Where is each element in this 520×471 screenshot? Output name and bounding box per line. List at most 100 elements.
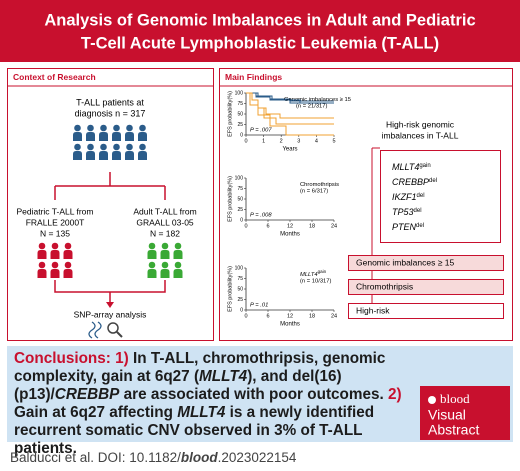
person-head (161, 242, 169, 250)
person-body (86, 151, 95, 160)
person-body (160, 250, 170, 259)
text: blood (180, 450, 218, 465)
person-body (50, 269, 60, 278)
tree-lines (54, 172, 166, 200)
text: are associated with poor outcomes. (119, 386, 389, 403)
gene-sup: del (416, 223, 424, 229)
person-body (73, 151, 82, 160)
x-tick-label: 0 (244, 223, 247, 229)
legend-label: Genomic imbalances ≥ 15 (284, 97, 351, 103)
person-head (126, 124, 133, 132)
logo-box (420, 386, 510, 440)
label: Pediatric T-ALL from (16, 206, 93, 216)
label: Chromothripsis (356, 281, 413, 291)
person-head (161, 261, 169, 269)
y-tick-label: 25 (237, 207, 243, 213)
person-body (112, 132, 121, 141)
person-head (51, 242, 59, 250)
gene-name: IKZF1 (392, 192, 417, 202)
text: .2023022154 (217, 450, 297, 465)
dna-icon (88, 321, 123, 339)
p-value: P = .01 (250, 303, 268, 309)
logo-text: Abstract (428, 422, 479, 438)
label: Adult T-ALL from (133, 206, 196, 216)
text: CREBBP (54, 386, 120, 403)
person-body (147, 269, 157, 278)
x-tick-label: 6 (266, 313, 269, 319)
person-head (139, 143, 146, 151)
person-head (126, 143, 133, 151)
x-axis-label: Months (280, 232, 300, 238)
text: Gain at 6q27 affecting (14, 404, 178, 421)
text: ), and del(16)(p13)/ (14, 368, 342, 403)
label: Genomic imbalances ≥ 15 (356, 257, 454, 267)
label: FRALLE 2000T (26, 217, 85, 227)
person-head (113, 143, 120, 151)
y-tick-label: 25 (237, 297, 243, 303)
x-tick-label: 12 (287, 223, 293, 229)
person-body (173, 250, 183, 259)
label: diagnosis n = 317 (75, 108, 146, 118)
gene-name: PTEN (392, 222, 417, 232)
x-axis-label: Months (280, 322, 300, 328)
criterion-box (348, 279, 504, 295)
text: is a newly identified recurrent somatic … (14, 404, 375, 457)
person-head (174, 242, 182, 250)
x-tick-label: 3 (297, 138, 300, 144)
gene-sup: del (429, 178, 437, 184)
person-head (64, 242, 72, 250)
title-line: Analysis of Genomic Imbalances in Adult … (44, 11, 475, 29)
y-axis-label: EFS probability(%) (227, 176, 233, 222)
y-tick-label: 75 (237, 101, 243, 107)
legend-label: MLLT4gain (300, 269, 327, 277)
curve-group (246, 92, 334, 125)
person-head (87, 143, 94, 151)
x-axis-label: Years (282, 147, 297, 153)
y-tick-label: 50 (237, 196, 243, 202)
x-tick-label: 6 (266, 223, 269, 229)
gene-name: TP53 (392, 207, 414, 217)
label: High-risk genomic (386, 119, 455, 129)
gene-sup: del (417, 193, 425, 199)
legend-label: Chromothripsis (300, 182, 339, 188)
person-body (99, 151, 108, 160)
x-tick-label: 4 (315, 138, 318, 144)
label: N = 182 (150, 228, 180, 238)
label: T-ALL patients at (76, 97, 144, 107)
y-axis-label: EFS probability(%) (227, 266, 233, 312)
gene-label: CREBBPdel (392, 177, 437, 187)
text: MLLT4 (199, 368, 248, 385)
legend-name: Genomic imbalances ≥ 15 (284, 97, 351, 103)
person-body (50, 250, 60, 259)
y-tick-label: 0 (240, 217, 243, 223)
text: Balducci et al. DOI: 10.1182/ (10, 450, 181, 465)
gene-name: CREBBP (392, 177, 429, 187)
person-head (100, 124, 107, 132)
person-head (74, 124, 81, 132)
person-head (74, 143, 81, 151)
x-tick-label: 5 (332, 138, 335, 144)
person-head (38, 261, 46, 269)
y-tick-label: 75 (237, 276, 243, 282)
criterion-box (348, 303, 504, 319)
gene-label: PTENdel (392, 222, 424, 232)
label: High-risk (356, 305, 390, 315)
person-head (51, 261, 59, 269)
y-tick-label: 0 (240, 307, 243, 313)
p-value: P = .008 (250, 213, 272, 219)
arrow (106, 302, 114, 308)
y-axis-label: EFS probability(%) (227, 91, 233, 137)
x-tick-label: 24 (331, 313, 337, 319)
person-body (138, 151, 147, 160)
y-tick-label: 50 (237, 286, 243, 292)
logo-text: Visual (428, 407, 466, 423)
person-body (112, 151, 121, 160)
conclusions: Conclusions: 1) In T-ALL, chromothripsis… (14, 350, 414, 458)
y-tick-label: 100 (235, 90, 244, 96)
criterion-box (348, 255, 504, 271)
y-tick-label: 0 (240, 132, 243, 138)
citation: Balducci et al. DOI: 10.1182/blood.20230… (10, 450, 296, 465)
person-body (37, 250, 47, 259)
person-body (173, 269, 183, 278)
